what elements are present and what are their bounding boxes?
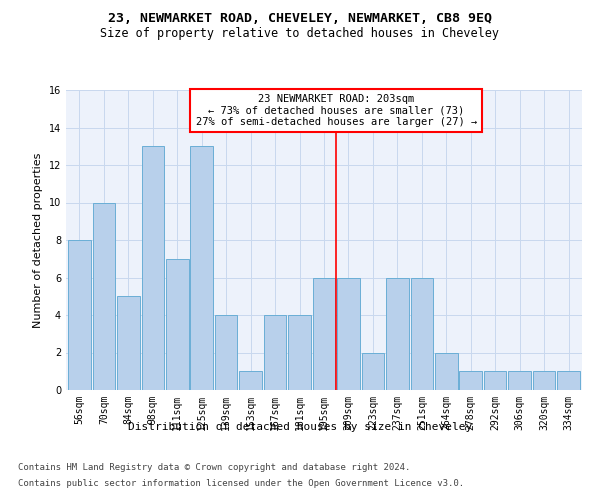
Y-axis label: Number of detached properties: Number of detached properties — [33, 152, 43, 328]
Bar — [410, 278, 433, 390]
Text: Contains public sector information licensed under the Open Government Licence v3: Contains public sector information licen… — [18, 478, 464, 488]
Bar — [215, 315, 238, 390]
Bar — [557, 371, 580, 390]
Text: 23 NEWMARKET ROAD: 203sqm
← 73% of detached houses are smaller (73)
27% of semi-: 23 NEWMARKET ROAD: 203sqm ← 73% of detac… — [196, 94, 477, 127]
Bar — [460, 371, 482, 390]
Bar — [92, 202, 115, 390]
Text: 23, NEWMARKET ROAD, CHEVELEY, NEWMARKET, CB8 9EQ: 23, NEWMARKET ROAD, CHEVELEY, NEWMARKET,… — [108, 12, 492, 26]
Bar — [435, 352, 458, 390]
Bar — [68, 240, 91, 390]
Bar — [190, 146, 213, 390]
Bar — [166, 259, 188, 390]
Bar — [386, 278, 409, 390]
Text: Distribution of detached houses by size in Cheveley: Distribution of detached houses by size … — [128, 422, 472, 432]
Bar — [117, 296, 140, 390]
Bar — [313, 278, 335, 390]
Bar — [484, 371, 506, 390]
Bar — [337, 278, 360, 390]
Bar — [239, 371, 262, 390]
Bar — [508, 371, 531, 390]
Text: Size of property relative to detached houses in Cheveley: Size of property relative to detached ho… — [101, 28, 499, 40]
Bar — [533, 371, 556, 390]
Bar — [362, 352, 384, 390]
Text: Contains HM Land Registry data © Crown copyright and database right 2024.: Contains HM Land Registry data © Crown c… — [18, 464, 410, 472]
Bar — [288, 315, 311, 390]
Bar — [142, 146, 164, 390]
Bar — [264, 315, 286, 390]
